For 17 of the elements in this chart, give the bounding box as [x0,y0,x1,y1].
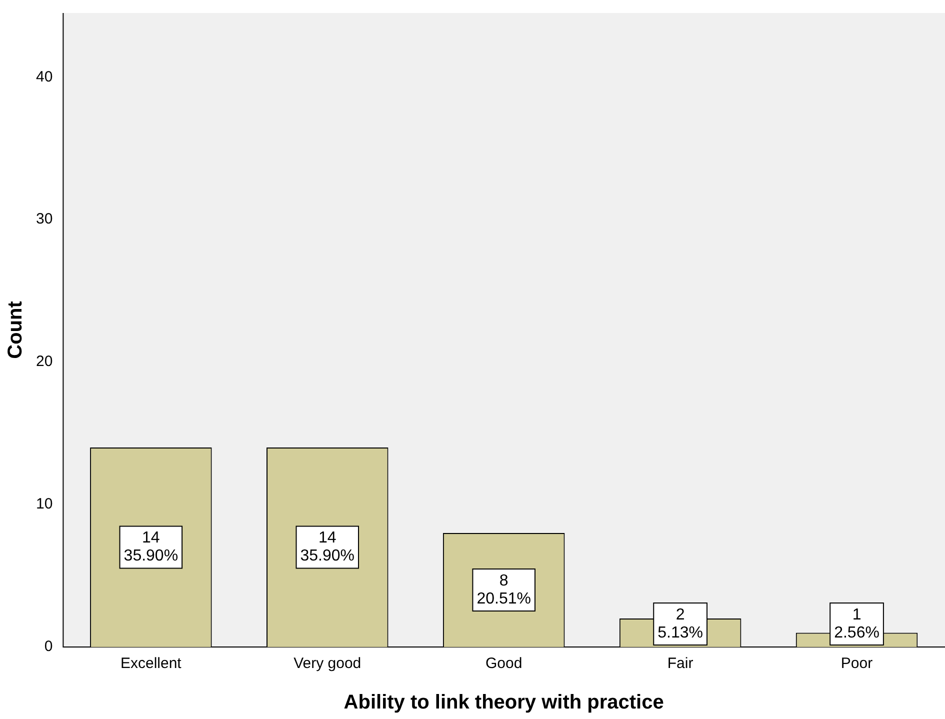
y-axis-title: Count [4,300,27,359]
x-tick-label: Fair [667,655,694,672]
data-label: 14 35.90% [124,530,178,565]
y-tick-label: 40 [36,68,53,86]
x-tick-label: Excellent [120,655,182,672]
data-label: 8 20.51% [476,572,531,608]
y-tick-label: 10 [36,496,53,513]
data-label: 2 5.13% [658,606,703,642]
x-tick-label: Very good [294,655,362,672]
y-tick-label: 0 [44,638,53,656]
x-axis-title: Ability to link theory with practice [344,692,664,714]
data-label: 1 2.56% [834,606,880,642]
y-tick-label: 30 [36,210,53,228]
x-tick-label: Poor [840,655,873,672]
y-tick-label: 20 [36,353,53,370]
x-tick-label: Good [485,655,522,672]
data-label: 14 35.90% [300,530,355,565]
